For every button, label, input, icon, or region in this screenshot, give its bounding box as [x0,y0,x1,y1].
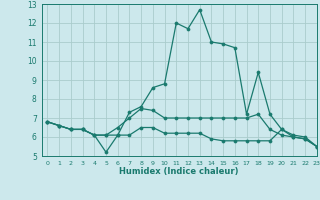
X-axis label: Humidex (Indice chaleur): Humidex (Indice chaleur) [119,167,239,176]
